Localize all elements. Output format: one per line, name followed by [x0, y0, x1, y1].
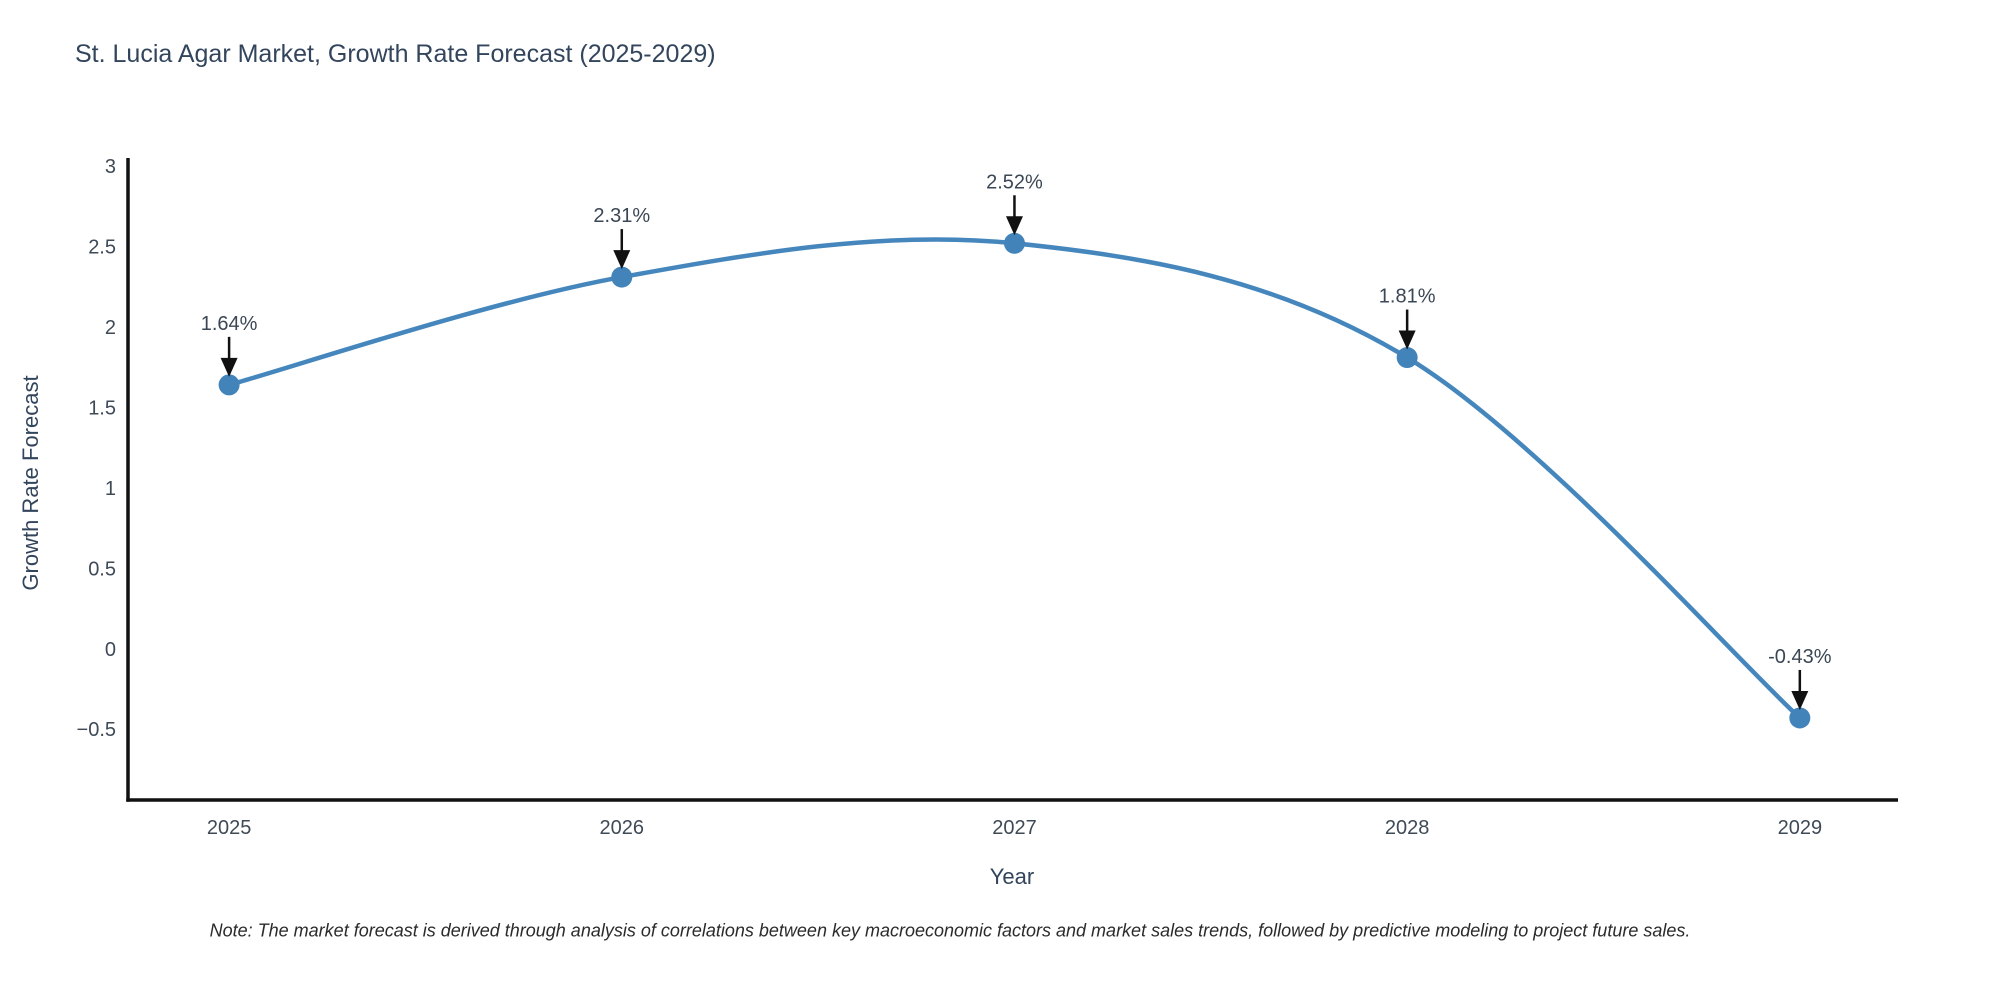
series-line	[226, 237, 1803, 721]
x-tick-label: 2027	[992, 817, 1037, 839]
chart-footnote: Note: The market forecast is derived thr…	[209, 920, 1691, 941]
y-tick-label: 1	[105, 478, 116, 500]
y-tick-label: 0.5	[88, 558, 116, 580]
data-point	[1789, 707, 1811, 729]
point-value-label: 1.64%	[201, 313, 258, 335]
x-axis-title: Year	[989, 864, 1035, 889]
point-value-label: -0.43%	[1768, 646, 1832, 668]
chart-title: St. Lucia Agar Market, Growth Rate Forec…	[75, 40, 716, 68]
point-value-label: 1.81%	[1379, 286, 1436, 308]
y-tick-label: 2	[105, 317, 116, 339]
x-tick-label: 2029	[1778, 817, 1823, 839]
x-tick-label: 2026	[600, 817, 645, 839]
y-tick-label: 3	[105, 156, 116, 178]
annotation-arrowhead	[1398, 330, 1416, 350]
y-tick-label: 1.5	[88, 397, 116, 419]
annotation-arrowhead	[613, 250, 631, 270]
data-point	[218, 374, 240, 396]
y-tick-label: 0	[105, 639, 116, 661]
y-tick-label: 2.5	[88, 236, 116, 258]
point-value-label: 2.31%	[593, 205, 650, 227]
data-point	[1003, 232, 1025, 254]
data-point	[611, 266, 633, 288]
annotation-arrowhead	[220, 357, 238, 377]
x-tick-label: 2025	[207, 817, 252, 839]
point-value-label: 2.52%	[986, 171, 1043, 193]
annotation-arrowhead	[1005, 216, 1023, 236]
x-tick-label: 2028	[1385, 817, 1430, 839]
y-tick-label: −0.5	[77, 719, 116, 741]
data-point	[1396, 347, 1418, 369]
annotation-arrowhead	[1791, 690, 1809, 710]
